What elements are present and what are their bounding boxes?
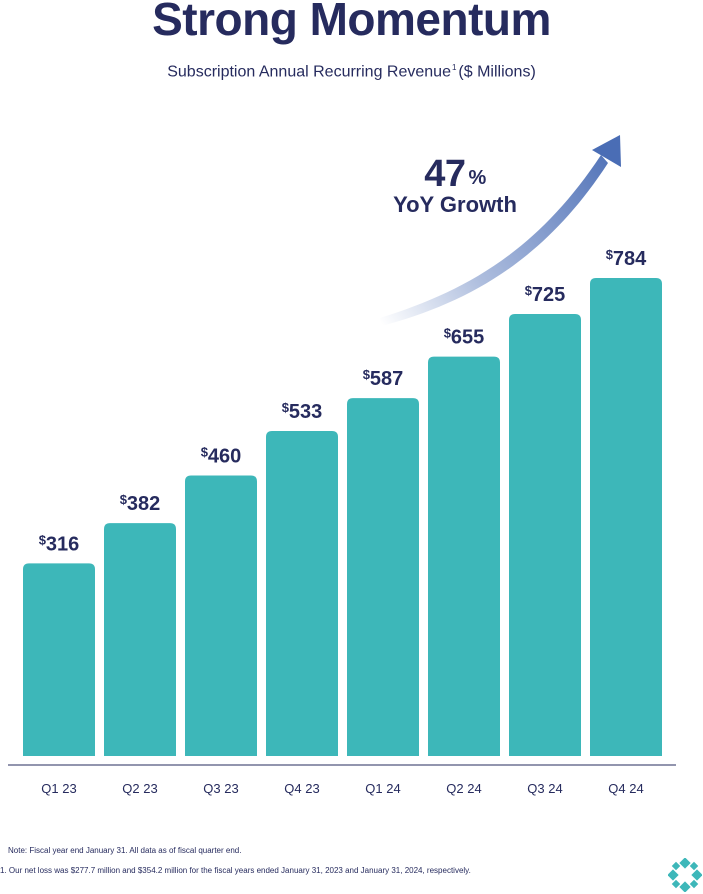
- bar-value-label: $533: [282, 400, 323, 423]
- company-logo-icon: [668, 858, 702, 892]
- subtitle-text: Subscription Annual Recurring Revenue: [167, 63, 451, 81]
- page-title: Strong Momentum: [152, 0, 551, 45]
- bar-value-label: $382: [120, 492, 161, 515]
- bar: [590, 278, 662, 756]
- bar: [185, 475, 257, 756]
- growth-label: YoY Growth: [393, 192, 517, 217]
- footnote: 1. Our net loss was $277.7 million and $…: [0, 866, 471, 875]
- bar: [266, 431, 338, 756]
- bar-value-label: $316: [39, 532, 80, 555]
- x-tick-label: Q2 24: [446, 781, 481, 796]
- growth-value: 47: [424, 153, 466, 195]
- x-tick-label: Q3 24: [527, 781, 562, 796]
- subtitle-unit: ($ Millions): [458, 63, 536, 81]
- bar: [347, 398, 419, 756]
- bar-value-label: $587: [363, 367, 404, 390]
- bar: [428, 356, 500, 756]
- fiscal-note: Note: Fiscal year end January 31. All da…: [8, 846, 242, 855]
- growth-percent-sign: %: [468, 167, 486, 189]
- growth-arrow-head: [592, 135, 621, 167]
- x-tick-label: Q2 23: [122, 781, 157, 796]
- bar-value-label: $725: [525, 283, 566, 306]
- bar: [104, 523, 176, 756]
- growth-callout: 47% YoY Growth: [385, 152, 525, 216]
- chart-subtitle: Subscription Annual Recurring Revenue1 ($…: [0, 63, 703, 81]
- bar-value-label: $460: [201, 445, 242, 468]
- bar-group: $316 Q1 23 $382 Q2 23 $460 Q3 23 $533 Q4 23 $587…: [23, 247, 662, 796]
- bar-value-label: $655: [444, 326, 485, 349]
- bar: [23, 563, 95, 756]
- x-tick-label: Q1 24: [365, 781, 400, 796]
- x-tick-label: Q3 23: [203, 781, 238, 796]
- x-tick-label: Q1 23: [41, 781, 76, 796]
- bar-value-label: $784: [606, 247, 647, 270]
- x-tick-label: Q4 23: [284, 781, 319, 796]
- x-tick-label: Q4 24: [608, 781, 643, 796]
- subtitle-footnote-marker: 1: [451, 63, 457, 72]
- growth-percent: 47%: [385, 152, 525, 196]
- bar: [509, 313, 581, 756]
